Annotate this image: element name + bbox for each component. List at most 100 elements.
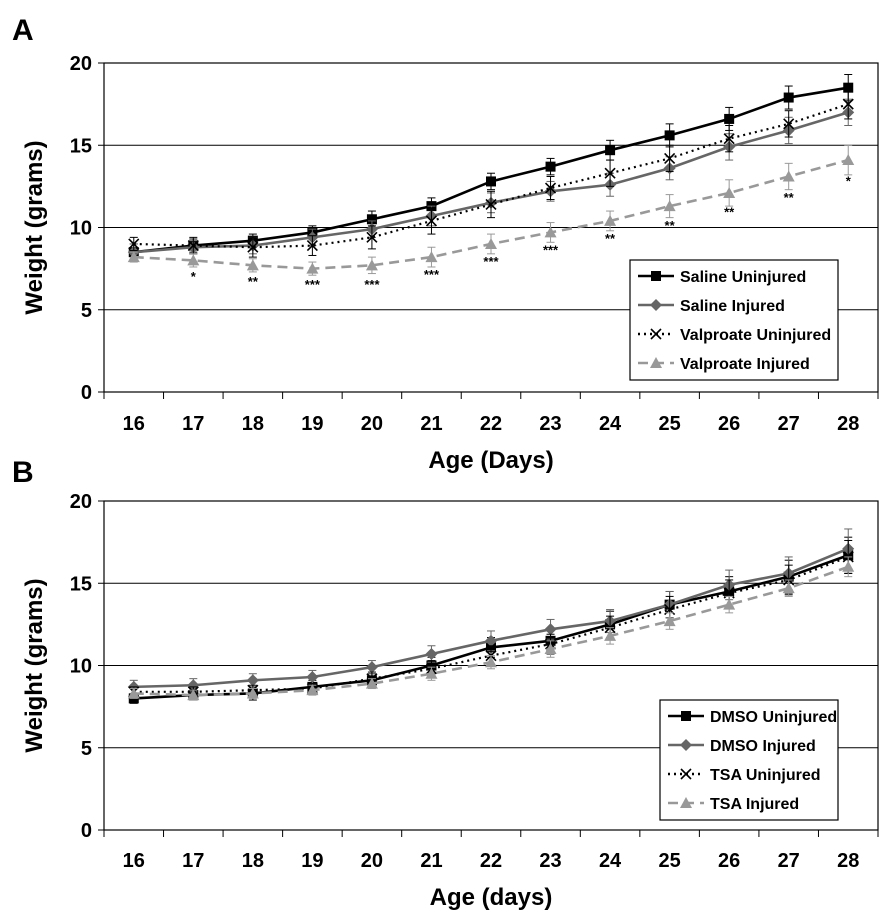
data-point [366, 231, 378, 243]
data-point [604, 629, 617, 641]
x-tick-label: 27 [778, 413, 800, 435]
y-tick-label: 0 [81, 382, 92, 404]
data-point [187, 254, 200, 266]
data-point [128, 238, 140, 250]
significance-marker: *** [364, 277, 380, 292]
data-point [306, 684, 319, 696]
series-saline-uninjured [128, 74, 854, 261]
data-point [723, 133, 735, 145]
y-tick-label: 20 [70, 53, 92, 75]
legend: Saline Uninjured Saline Injured Valproate … [629, 259, 839, 381]
data-point [246, 674, 259, 687]
y-axis-title: Weight (grams) [21, 578, 48, 752]
series-valproate-injured [127, 144, 855, 276]
legend-label: DMSO Injured [710, 738, 816, 755]
data-point [842, 154, 855, 166]
data-point [723, 598, 736, 610]
data-point [544, 182, 557, 194]
data-point [664, 152, 676, 164]
series-dmso-uninjured [128, 536, 854, 704]
data-point [187, 689, 200, 701]
data-point [842, 98, 854, 110]
legend-box [659, 699, 839, 821]
x-tick-label: 22 [480, 413, 502, 435]
series-valproate-uninjured [128, 88, 854, 258]
y-tick-label: 0 [81, 820, 92, 842]
data-point [664, 130, 675, 141]
x-axis-title: Age (Days) [428, 447, 553, 474]
data-point [544, 643, 557, 655]
y-tick-label: 15 [70, 573, 92, 595]
data-point [127, 251, 140, 263]
legend-marker [680, 768, 692, 780]
y-axis-title: Weight (grams) [21, 140, 48, 314]
data-point [842, 560, 855, 572]
data-point [425, 667, 438, 679]
x-tick-label: 19 [301, 850, 323, 872]
legend-label: DMSO Uninjured [710, 709, 837, 726]
data-point [783, 118, 795, 130]
legend-label: TSA Uninjured [710, 767, 821, 784]
data-point [843, 82, 854, 93]
data-point [366, 214, 377, 225]
y-tick-label: 10 [70, 218, 92, 240]
significance-marker: * [191, 269, 197, 284]
data-point [306, 240, 318, 252]
significance-marker: ** [665, 218, 676, 233]
legend-label: Valproate Injured [680, 356, 810, 373]
data-point [485, 237, 497, 249]
x-tick-label: 24 [599, 413, 622, 435]
x-tick-label: 25 [658, 850, 680, 872]
significance-marker: * [846, 173, 852, 188]
x-tick-label: 22 [480, 850, 502, 872]
significance-marker: *** [543, 243, 559, 258]
legend: DMSO Uninjured DMSO Injured TSA Uninjured T… [659, 699, 839, 821]
data-point [544, 623, 557, 636]
x-tick-label: 16 [123, 413, 145, 435]
x-tick-label: 26 [718, 413, 740, 435]
data-point [723, 186, 736, 198]
panel-b: B 0 5 10 15 20 16 17 18 19 20 21 22 23 24 25 26 27 28 Age (… [12, 456, 879, 911]
significance-marker: ** [784, 190, 795, 205]
data-point [485, 198, 497, 211]
data-point [604, 214, 617, 226]
x-tick-label: 20 [361, 850, 383, 872]
x-tick-label: 20 [361, 413, 383, 435]
significance-marker: *** [305, 277, 321, 292]
x-tick-label: 26 [718, 850, 740, 872]
legend-marker [681, 711, 691, 721]
panel-letter: B [12, 456, 34, 489]
x-tick-label: 19 [301, 413, 323, 435]
y-tick-label: 10 [70, 656, 92, 678]
x-tick-label: 28 [837, 413, 859, 435]
data-point [365, 661, 378, 674]
data-point [605, 145, 616, 156]
data-point [306, 262, 319, 274]
y-tick-label: 15 [70, 135, 92, 157]
x-tick-label: 17 [182, 850, 204, 872]
data-point [486, 176, 496, 187]
data-point [425, 215, 438, 227]
x-tick-label: 21 [420, 850, 442, 872]
data-point [365, 677, 378, 689]
x-tick-label: 16 [123, 850, 145, 872]
legend-box [629, 259, 839, 381]
data-point [663, 615, 676, 627]
series-line [133, 554, 849, 700]
data-point [365, 259, 378, 271]
panel-a: A 0 5 10 15 20 16 17 18 19 20 21 22 23 24 25 26 27 28 Age (… [12, 14, 879, 474]
data-point [246, 687, 259, 699]
legend-marker [680, 739, 692, 751]
data-point [247, 241, 259, 253]
data-point [724, 113, 735, 124]
significance-marker: ** [248, 274, 259, 289]
x-axis-title: Age (days) [430, 884, 553, 911]
legend-label: TSA Injured [710, 796, 799, 813]
x-tick-label: 27 [778, 850, 800, 872]
data-point [782, 170, 795, 182]
y-tick-label: 20 [70, 491, 92, 513]
series-tsa-injured [127, 556, 855, 701]
data-point [246, 259, 259, 271]
y-tick-label: 5 [81, 738, 92, 760]
